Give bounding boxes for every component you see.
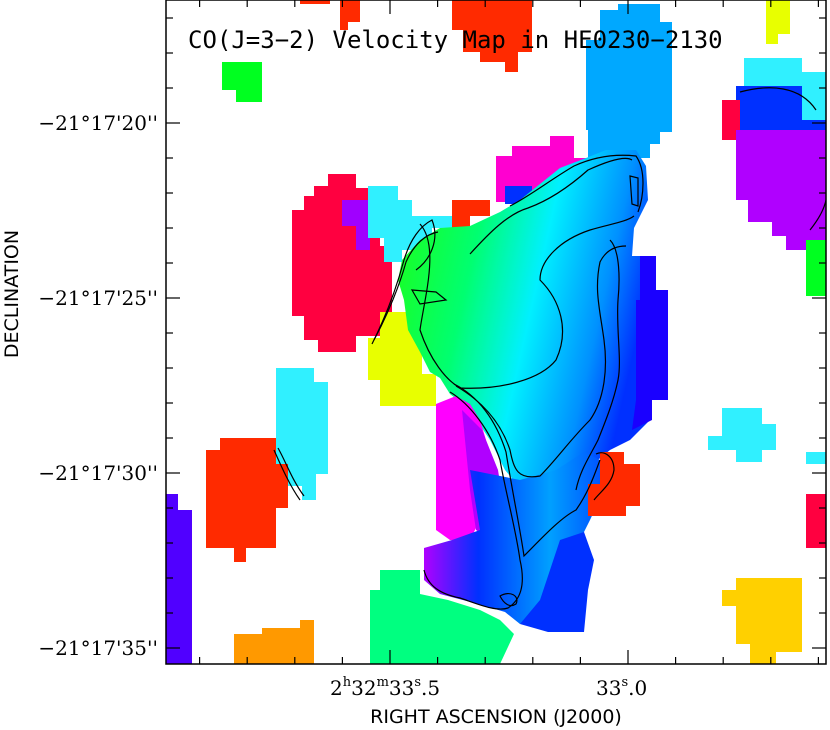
contour-13 xyxy=(277,447,305,497)
contours xyxy=(273,87,826,610)
blob-cyan-right xyxy=(708,408,776,462)
blob-orange-bottom xyxy=(234,620,314,664)
contour-12 xyxy=(593,452,615,501)
galaxy-body xyxy=(398,150,656,494)
x-tick-2-s-unit: s xyxy=(621,675,628,690)
contour-7 xyxy=(419,215,635,389)
x-tick-1-h-unit: h xyxy=(343,675,352,690)
contour-4 xyxy=(469,157,633,255)
blob-blue-east xyxy=(632,256,668,430)
plot-frame xyxy=(165,0,827,665)
y-tick-label: −21°17'35'' xyxy=(38,636,158,660)
contour-6 xyxy=(629,175,639,207)
chart-title: CO(J=3−2) Velocity Map in HE0230−2130 xyxy=(188,26,723,54)
contour-14 xyxy=(273,449,301,501)
x-tick-label-2: 33s.0 xyxy=(596,675,647,700)
blob-red-top-left xyxy=(300,0,330,4)
blob-magenta-top xyxy=(496,136,590,202)
x-axis-label: RIGHT ASCENSION (J2000) xyxy=(370,706,622,728)
blob-red-small xyxy=(452,200,490,228)
contour-11 xyxy=(575,239,620,491)
contour-1 xyxy=(371,219,436,345)
blob-red-top xyxy=(340,0,360,30)
contour-16 xyxy=(739,87,817,111)
blob-cyan-right-edge-low xyxy=(806,452,826,464)
y-tick-label: −21°17'25'' xyxy=(38,286,158,310)
x-tick-2-s-int: 33 xyxy=(596,676,621,700)
blob-green-right-edge xyxy=(806,240,826,296)
axis-ticks xyxy=(166,0,826,664)
blob-violet-west xyxy=(342,200,370,250)
blob-blue-tail-east xyxy=(520,532,594,632)
x-tick-1-s-int: 33 xyxy=(389,676,414,700)
blob-red-south-west xyxy=(206,438,288,562)
blob-blue-right-edge xyxy=(736,86,826,140)
blob-purple-right-edge xyxy=(736,130,826,250)
blob-yellow-bottom-right xyxy=(722,578,802,664)
contour-2 xyxy=(373,231,439,341)
x-tick-1-h: 2 xyxy=(330,676,343,700)
blob-cyan-south-west xyxy=(276,368,328,500)
y-tick-label: −21°17'20'' xyxy=(38,111,158,135)
x-tick-2-s-frac: 0 xyxy=(634,676,647,700)
blob-violet-left xyxy=(166,494,192,664)
x-tick-2-s-frac-dot: . xyxy=(628,676,634,700)
x-tick-1-m-unit: m xyxy=(377,675,389,690)
contour-3 xyxy=(410,289,448,305)
plot-area xyxy=(166,0,826,664)
x-tick-label-1: 2h32m33s.5 xyxy=(330,675,440,700)
y-tick-label: −21°17'30'' xyxy=(38,461,158,485)
blob-yellow-top-right xyxy=(766,0,790,44)
blob-green-topleft xyxy=(222,62,262,102)
contour-8 xyxy=(455,245,627,478)
contour-9 xyxy=(423,391,523,610)
contour-5 xyxy=(509,154,644,213)
blob-sky-blue-column xyxy=(586,4,672,158)
contour-10 xyxy=(453,383,601,558)
x-tick-1-s-frac-dot: . xyxy=(421,676,427,700)
contour-15 xyxy=(499,592,518,607)
x-tick-1-s-unit: s xyxy=(414,675,421,690)
blob-green-south xyxy=(370,570,514,664)
x-tick-1-m: 32 xyxy=(351,676,376,700)
blob-red-east xyxy=(588,452,640,516)
y-tick-labels: −21°17'20'' −21°17'25'' −21°17'30'' −21°17'… xyxy=(38,111,158,660)
blob-red-top-center xyxy=(452,0,532,72)
y-axis-label: DECLINATION xyxy=(1,230,23,358)
x-tick-1-s-frac: 5 xyxy=(427,676,440,700)
blob-red-right-edge-low xyxy=(806,494,826,548)
blob-red-right-edge xyxy=(722,100,740,140)
x-tick-labels: 2h32m33s.5 33s.0 xyxy=(330,675,647,700)
